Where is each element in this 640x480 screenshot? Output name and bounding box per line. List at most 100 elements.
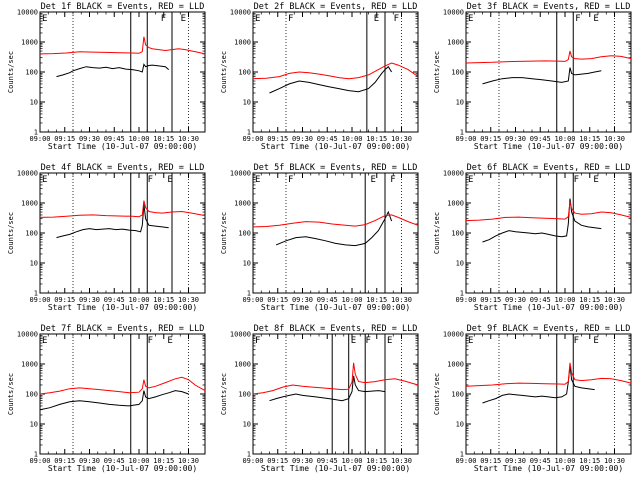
x-tick-label: 10:15 [153, 135, 174, 143]
x-tick-label: 10:15 [366, 135, 387, 143]
y-tick-label: 10 [30, 260, 38, 268]
y-tick-label: 10000 [230, 331, 251, 339]
panel-9: Det 9f BLACK = Events, RED = LLD 1 10 100 10… [433, 324, 632, 473]
panel-4: Det 4f BLACK = Events, RED = LLD 1 10 100 10… [7, 163, 206, 312]
flag-label: F [390, 175, 395, 185]
x-tick-label: 10:30 [391, 296, 412, 304]
y-tick-label: 1000 [21, 361, 38, 369]
y-tick-label: 10 [456, 99, 464, 107]
y-tick-label: 1000 [234, 200, 251, 208]
events-series-line [269, 375, 386, 402]
x-tick-label: 09:00 [242, 296, 263, 304]
y-tick-label: 10 [243, 260, 251, 268]
y-tick-label: 10 [30, 421, 38, 429]
y-tick-label: 100 [451, 69, 464, 77]
flag-label: F [255, 336, 260, 346]
plot-frame [39, 333, 206, 455]
x-tick-label: 09:30 [292, 135, 313, 143]
flag-label: E [468, 175, 473, 185]
x-tick-label: 10:00 [554, 457, 575, 465]
x-axis-label: Start Time (10-Jul-07 09:00:00) [48, 303, 197, 312]
y-tick-label: 1 [34, 290, 38, 298]
x-tick-label: 09:15 [54, 457, 75, 465]
flag-label: E [468, 14, 473, 24]
y-tick-label: 100 [238, 391, 251, 399]
panel-1: Det 1f BLACK = Events, RED = LLD 1 10 100 10… [7, 2, 206, 151]
x-axis-label: Start Time (10-Jul-07 09:00:00) [474, 142, 623, 151]
x-tick-label: 09:30 [505, 296, 526, 304]
panel-title: Det 8f BLACK = Events, RED = LLD [254, 324, 418, 334]
x-tick-label: 10:30 [178, 135, 199, 143]
panel-title: Det 5f BLACK = Events, RED = LLD [254, 163, 418, 173]
flag-label: F [574, 336, 579, 346]
y-axis-label: Counts/sec [7, 373, 15, 415]
x-tick-label: 09:00 [455, 296, 476, 304]
plot-frame [39, 172, 206, 294]
x-tick-label: 09:30 [79, 135, 100, 143]
flag-label: E [593, 175, 598, 185]
y-tick-label: 10 [30, 99, 38, 107]
y-tick-label: 1 [247, 290, 251, 298]
x-tick-label: 10:30 [391, 457, 412, 465]
x-tick-label: 10:30 [604, 296, 625, 304]
y-tick-label: 10000 [230, 170, 251, 178]
x-axis-label: Start Time (10-Jul-07 09:00:00) [261, 464, 410, 473]
panel-title: Det 1f BLACK = Events, RED = LLD [41, 2, 205, 12]
y-tick-label: 10000 [443, 331, 464, 339]
lld-series-line [465, 362, 632, 387]
x-tick-label: 09:00 [242, 135, 263, 143]
flag-label: E [351, 336, 356, 346]
events-series-line [269, 65, 393, 94]
flag-label: F [148, 336, 153, 346]
panel-title: Det 7f BLACK = Events, RED = LLD [41, 324, 205, 334]
events-series-line [39, 390, 189, 411]
x-tick-label: 10:15 [366, 296, 387, 304]
flag-label: F [148, 175, 153, 185]
y-tick-label: 10000 [17, 170, 38, 178]
panel-3: Det 3f BLACK = Events, RED = LLD 1 10 100 10… [433, 2, 632, 151]
lld-series-line [465, 201, 632, 222]
x-tick-label: 09:15 [54, 296, 75, 304]
lld-series-line [252, 214, 419, 228]
y-tick-label: 100 [25, 391, 38, 399]
y-tick-label: 10 [456, 421, 464, 429]
x-axis-label: Start Time (10-Jul-07 09:00:00) [261, 142, 410, 151]
flag-label: F [161, 14, 166, 24]
x-axis-label: Start Time (10-Jul-07 09:00:00) [474, 464, 623, 473]
y-tick-label: 100 [451, 391, 464, 399]
flag-label: E [42, 14, 47, 24]
y-tick-label: 1000 [447, 39, 464, 47]
panel-title: Det 3f BLACK = Events, RED = LLD [467, 2, 631, 12]
x-tick-label: 10:00 [554, 296, 575, 304]
x-tick-label: 10:15 [579, 135, 600, 143]
x-tick-label: 09:45 [530, 457, 551, 465]
x-tick-label: 09:30 [505, 457, 526, 465]
x-tick-label: 10:15 [153, 457, 174, 465]
x-tick-label: 09:30 [79, 296, 100, 304]
x-tick-label: 10:00 [128, 135, 149, 143]
x-axis-label: Start Time (10-Jul-07 09:00:00) [48, 142, 197, 151]
x-axis-label: Start Time (10-Jul-07 09:00:00) [48, 464, 197, 473]
y-tick-label: 100 [25, 230, 38, 238]
y-tick-label: 1000 [234, 361, 251, 369]
lld-series-line [39, 376, 206, 395]
plot-frame [39, 11, 206, 133]
y-tick-label: 10000 [443, 9, 464, 17]
events-series-line [56, 204, 169, 239]
flag-label: E [468, 336, 473, 346]
x-tick-label: 09:00 [455, 457, 476, 465]
x-tick-label: 09:00 [29, 296, 50, 304]
x-tick-label: 09:45 [317, 135, 338, 143]
y-axis-label: Counts/sec [220, 51, 228, 93]
lld-series-line [39, 200, 206, 218]
x-tick-label: 09:30 [505, 135, 526, 143]
flag-label: F [394, 14, 399, 24]
y-tick-label: 100 [451, 230, 464, 238]
x-tick-label: 09:45 [317, 296, 338, 304]
x-tick-label: 10:15 [579, 296, 600, 304]
x-tick-label: 09:30 [292, 457, 313, 465]
flag-label: E [167, 175, 172, 185]
x-tick-label: 10:00 [341, 296, 362, 304]
x-tick-label: 09:30 [79, 457, 100, 465]
flag-label: E [42, 336, 47, 346]
